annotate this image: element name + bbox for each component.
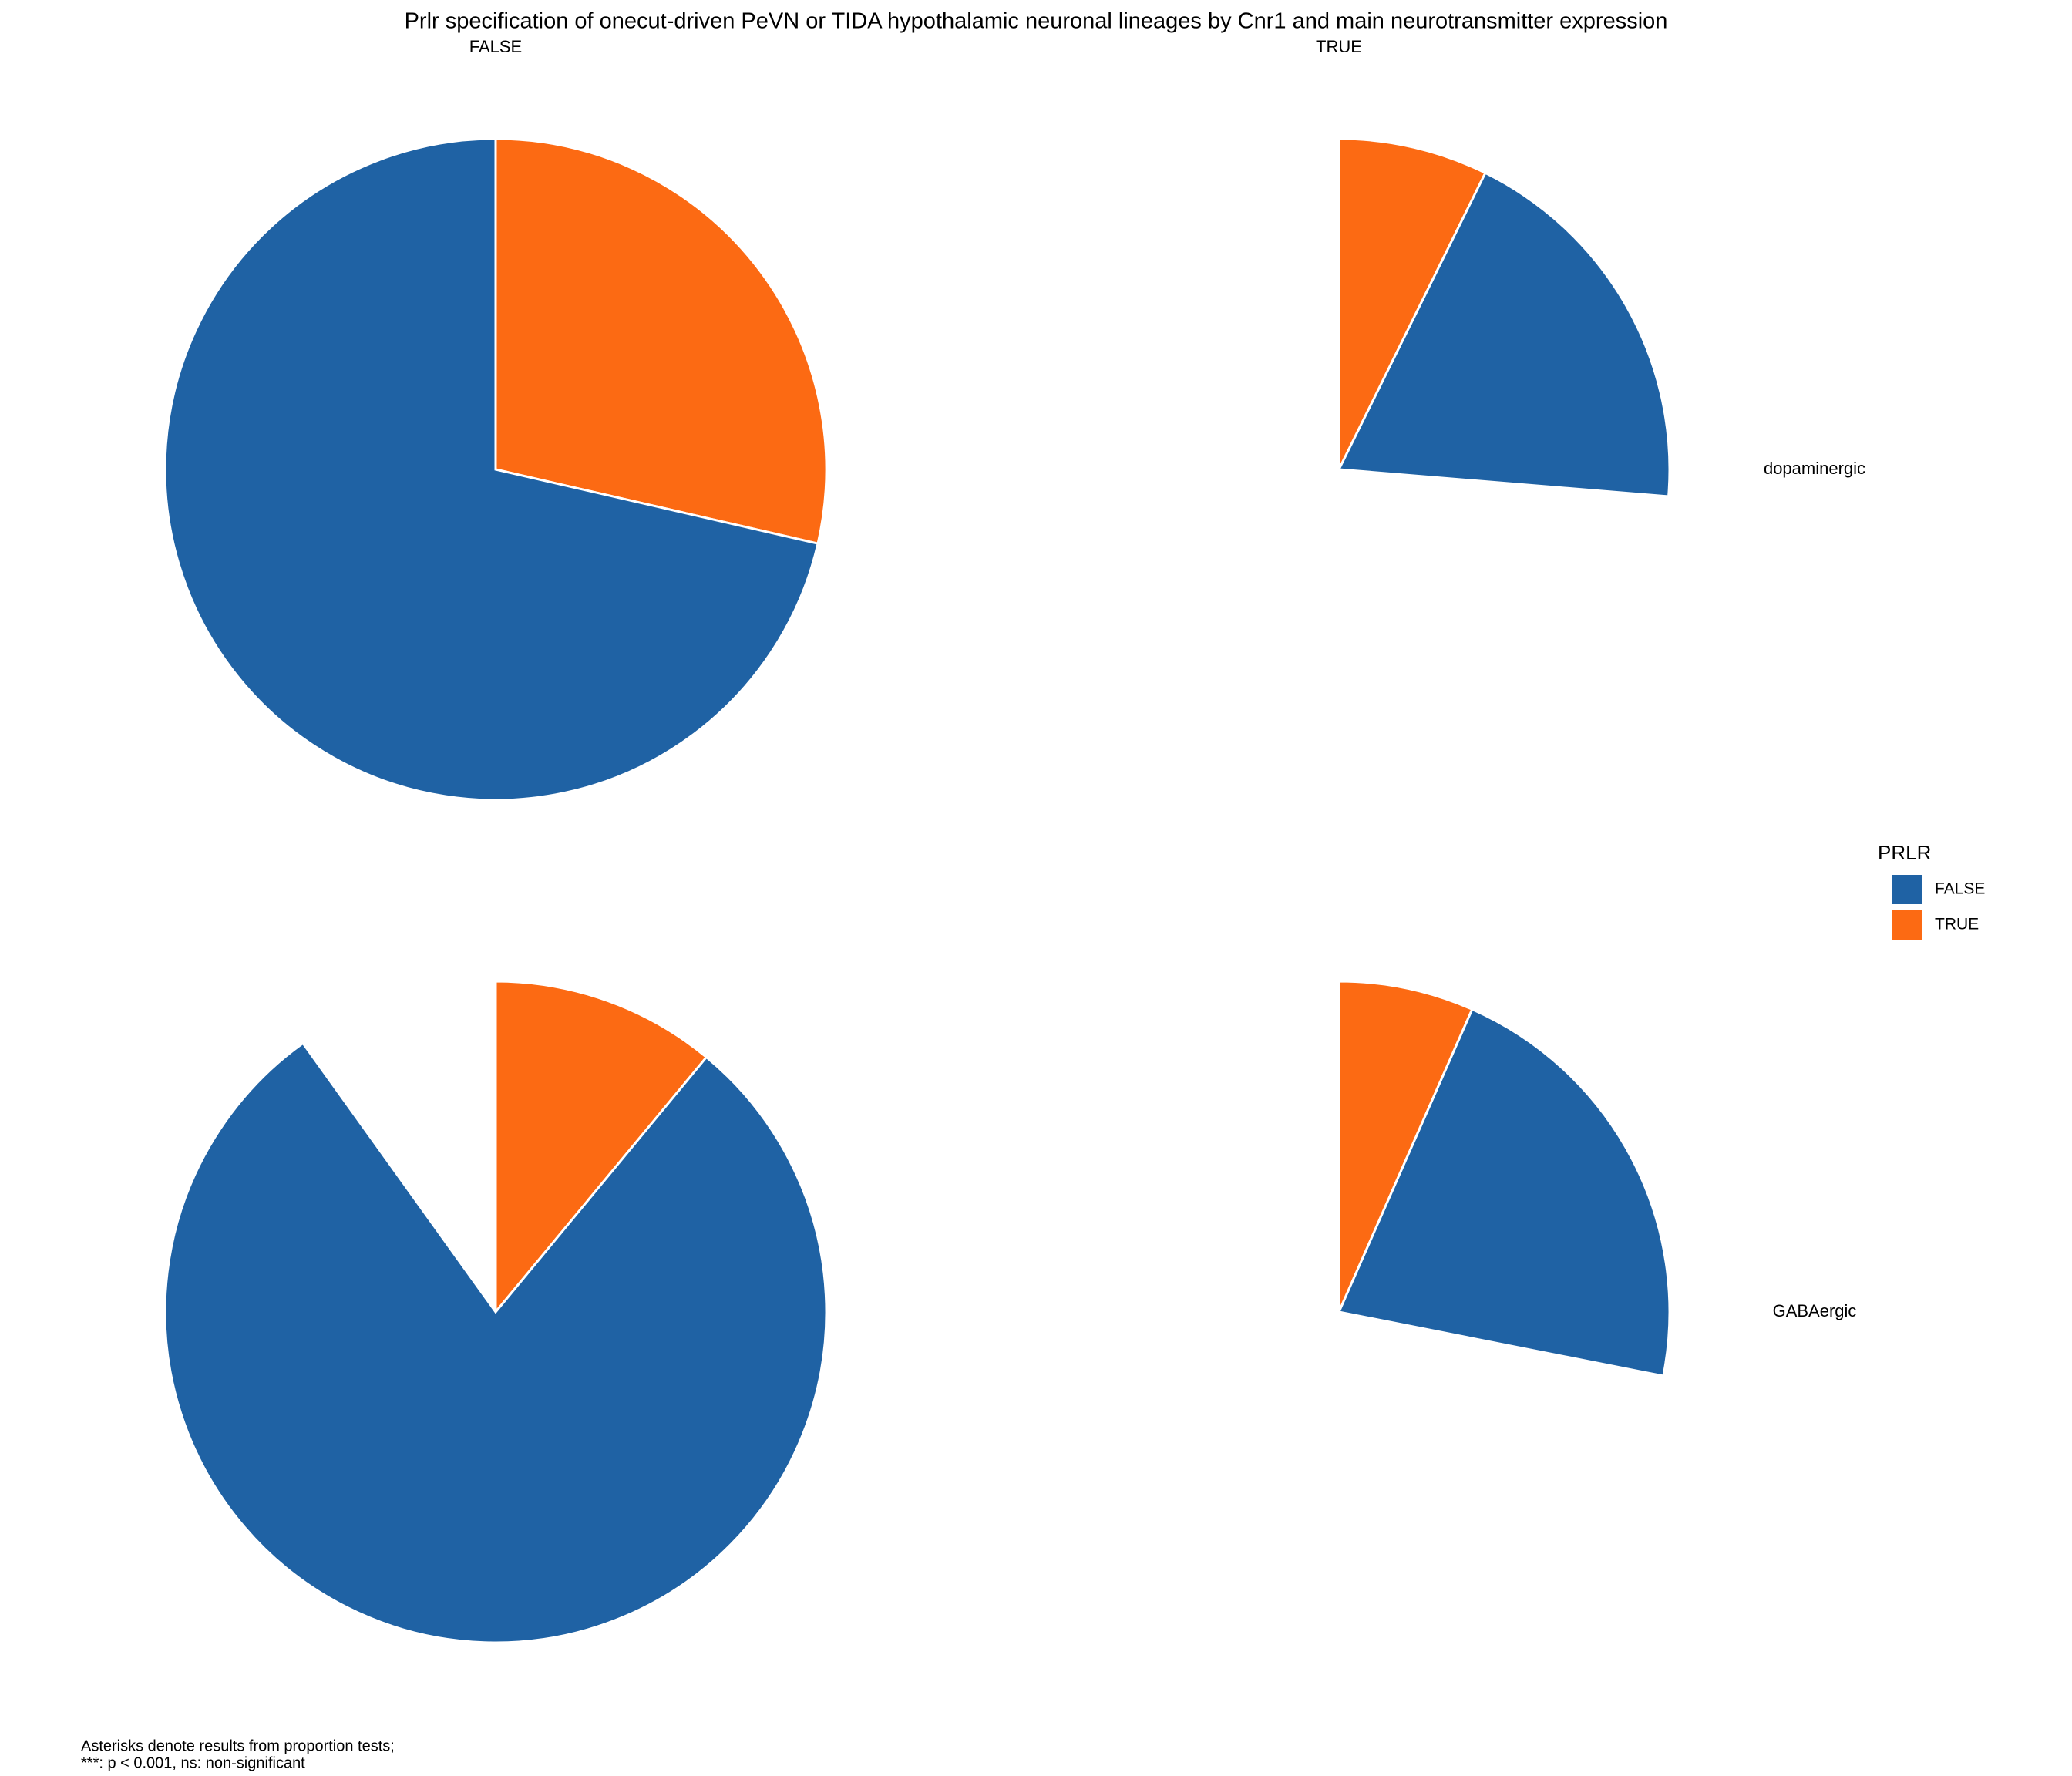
legend-label: TRUE — [1935, 916, 1979, 933]
pie-slice — [494, 980, 708, 1316]
caption: ***: p < 0.001, ns: non-significant — [81, 1754, 305, 1771]
facet-column-label: FALSE — [469, 37, 522, 56]
caption: Asterisks denote results from proportion… — [81, 1737, 395, 1754]
facet-row-label: dopaminergic — [1764, 459, 1865, 478]
legend-key — [1892, 875, 1922, 904]
pie-slice — [1337, 1007, 1671, 1377]
pie-slice — [1337, 137, 1487, 470]
pie-slice — [163, 137, 819, 802]
pie-slice — [1337, 171, 1671, 498]
legend-title: PRLR — [1878, 841, 1931, 864]
chart-title: Prlr specification of onecut-driven PeVN… — [405, 9, 1668, 34]
legend-key — [1892, 910, 1922, 940]
pie-slice — [494, 137, 828, 546]
facet-row-label: GABAergic — [1773, 1301, 1857, 1320]
facet-column-label: TRUE — [1316, 37, 1362, 56]
legend-label: FALSE — [1935, 880, 1985, 898]
pie-slice — [163, 1041, 828, 1644]
pie-slice — [1337, 980, 1474, 1313]
